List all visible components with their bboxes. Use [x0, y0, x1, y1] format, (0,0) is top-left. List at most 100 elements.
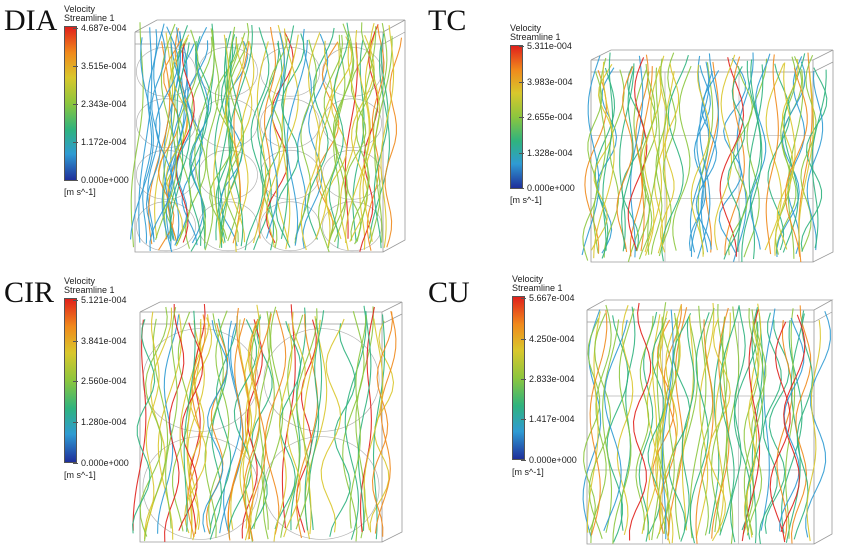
streamline — [784, 67, 808, 257]
streamline — [308, 310, 325, 531]
streamline — [205, 322, 229, 535]
streamline — [690, 64, 711, 257]
legend-object: Streamline 1 — [64, 285, 115, 295]
streamline — [689, 305, 707, 539]
streamline — [620, 306, 636, 531]
streamline — [612, 308, 635, 544]
streamline-plot — [132, 301, 403, 543]
legend-tick-max: 5.667e-004 — [521, 293, 575, 303]
streamline — [165, 307, 178, 529]
streamline — [204, 30, 220, 251]
streamline — [629, 54, 649, 257]
top-plate-edge — [135, 31, 406, 45]
block-top-face — [139, 301, 403, 313]
legend-unit: [m s^-1] — [510, 195, 542, 205]
lattice-strut — [260, 201, 320, 252]
streamline — [776, 320, 793, 540]
streamline — [178, 322, 204, 531]
streamline — [344, 305, 367, 540]
legend-tick: 1.328e-004 — [519, 148, 573, 158]
streamline — [175, 43, 195, 243]
streamline — [232, 40, 250, 244]
streamline — [741, 59, 763, 263]
streamline — [252, 41, 269, 244]
streamline — [584, 70, 607, 254]
colorbar — [64, 298, 77, 463]
legend-unit: [m s^-1] — [64, 187, 96, 197]
streamline — [767, 63, 791, 251]
streamline — [672, 65, 692, 251]
streamline — [697, 62, 714, 255]
streamline — [339, 39, 359, 251]
streamline — [188, 314, 210, 530]
streamline — [695, 319, 714, 544]
streamline — [805, 311, 831, 538]
streamline — [315, 40, 333, 240]
block-side-face — [381, 302, 403, 543]
legend-tick-max: 5.311e-004 — [519, 41, 572, 51]
streamline — [798, 71, 815, 252]
streamline — [295, 308, 318, 530]
streamline — [651, 302, 667, 541]
streamline — [748, 64, 764, 260]
lattice-strut — [260, 98, 320, 149]
streamline — [769, 321, 791, 543]
legend-tick: 1.172e-004 — [73, 137, 127, 147]
legend-variable: Velocity — [64, 276, 96, 286]
streamline — [714, 54, 736, 251]
streamline — [186, 314, 206, 538]
streamline — [776, 61, 806, 258]
streamline — [606, 315, 629, 543]
streamline — [360, 306, 375, 533]
streamline — [718, 57, 747, 254]
streamline — [352, 39, 365, 243]
legend-variable: Velocity — [512, 274, 544, 284]
streamline — [176, 29, 199, 245]
streamline — [190, 27, 210, 244]
streamline — [596, 67, 618, 254]
streamline — [144, 311, 160, 533]
streamline — [688, 65, 711, 252]
legend-tick: 3.983e-004 — [519, 77, 573, 87]
streamline — [248, 313, 272, 540]
legend-tick-min: 0.000e+000 — [519, 183, 575, 193]
streamline — [224, 23, 250, 243]
streamline — [661, 54, 689, 262]
streamline — [663, 312, 680, 534]
streamline — [630, 55, 644, 258]
streamline — [208, 310, 230, 529]
streamline — [616, 305, 634, 536]
streamline — [162, 37, 176, 240]
streamline — [302, 33, 329, 249]
streamline — [148, 41, 171, 245]
streamline — [228, 24, 253, 247]
streamline — [371, 311, 393, 537]
legend-tick: 3.515e-004 — [73, 61, 127, 71]
streamline — [218, 37, 245, 244]
streamline — [711, 307, 730, 539]
streamline — [227, 318, 246, 541]
streamline — [345, 39, 372, 245]
streamline — [132, 319, 156, 534]
streamline — [719, 57, 745, 257]
streamline — [359, 24, 379, 252]
legend-tick-min: 0.000e+000 — [73, 458, 129, 468]
streamline — [300, 32, 321, 251]
streamline — [635, 315, 654, 531]
streamline — [743, 309, 765, 536]
streamline — [209, 315, 238, 534]
streamline — [280, 314, 304, 538]
legend-object: Streamline 1 — [512, 283, 563, 293]
streamline — [328, 22, 349, 249]
streamline — [244, 314, 261, 542]
streamline — [695, 302, 715, 539]
streamline — [743, 58, 768, 258]
streamline — [357, 311, 372, 531]
streamline — [234, 42, 255, 252]
lattice-strut — [263, 436, 380, 540]
streamline — [661, 309, 674, 540]
streamline — [583, 318, 601, 533]
streamline — [621, 68, 635, 249]
legend-tick-max: 4.687e-004 — [73, 23, 127, 33]
panel-cu: CU Velocity Streamline 1 5.667e-004 4.25… — [425, 274, 850, 548]
